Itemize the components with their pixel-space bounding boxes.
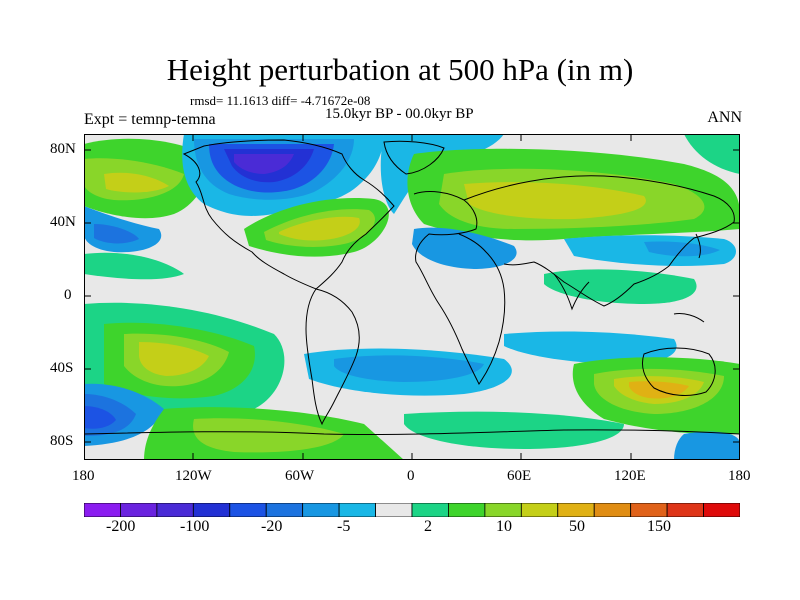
- colorbar-label: 150: [647, 518, 671, 535]
- coastlines: [84, 139, 740, 436]
- colorbar-box: [192, 503, 231, 517]
- lat-label-80s: 80S: [50, 433, 74, 449]
- lon-label-0: 0: [407, 468, 415, 484]
- colorbar-label: 2: [424, 518, 432, 535]
- lat-label-80n: 80N: [50, 141, 76, 157]
- lat-label-0: 0: [64, 287, 72, 303]
- lon-label-60e: 60E: [507, 468, 532, 484]
- lat-label-40n: 40N: [50, 214, 76, 230]
- colorbar-box: [302, 503, 340, 517]
- colorbar: [84, 503, 740, 517]
- map-tickmarks: [84, 134, 740, 460]
- colorbar-box: [338, 503, 376, 517]
- colorbar-box: [411, 503, 449, 517]
- lon-label-60w: 60W: [285, 468, 315, 484]
- colorbar-box: [448, 503, 486, 517]
- colorbar-label: 50: [569, 518, 585, 535]
- colorbar-box: [630, 503, 668, 517]
- time-period-label: 15.0kyr BP - 00.0kyr BP: [325, 106, 474, 122]
- colorbar-box: [520, 503, 559, 517]
- plot-title: Height perturbation at 500 hPa (in m): [166, 52, 634, 87]
- lon-label-180e: 180: [728, 468, 751, 484]
- colorbar-box: [703, 503, 740, 517]
- lat-label-40s: 40S: [50, 360, 74, 376]
- colorbar-box: [557, 503, 595, 517]
- colorbar-box: [484, 503, 522, 517]
- colorbar-label: -200: [106, 518, 136, 535]
- height-perturbation-map: [84, 134, 740, 460]
- colorbar-box: [156, 503, 194, 517]
- colorbar-label: -100: [180, 518, 210, 535]
- colorbar-label: -20: [261, 518, 283, 535]
- experiment-label: Expt = temnp-temna: [84, 111, 216, 128]
- lon-label-180w: 180: [72, 468, 95, 484]
- colorbar-box: [666, 503, 704, 517]
- colorbar-label: -5: [337, 518, 351, 535]
- colorbar-box: [593, 503, 632, 517]
- colorbar-box: [84, 503, 121, 517]
- rmsd-diff-stats: rmsd= 11.1613 diff= -4.71672e-08: [190, 93, 371, 108]
- colorbar-box: [265, 503, 304, 517]
- lon-label-120e: 120E: [614, 468, 646, 484]
- colorbar-box: [229, 503, 267, 517]
- contour-field: [84, 134, 740, 460]
- colorbar-box: [120, 503, 158, 517]
- lon-label-120w: 120W: [175, 468, 212, 484]
- colorbar-box: [375, 503, 413, 517]
- season-label: ANN: [707, 109, 742, 126]
- colorbar-label: 10: [496, 518, 512, 535]
